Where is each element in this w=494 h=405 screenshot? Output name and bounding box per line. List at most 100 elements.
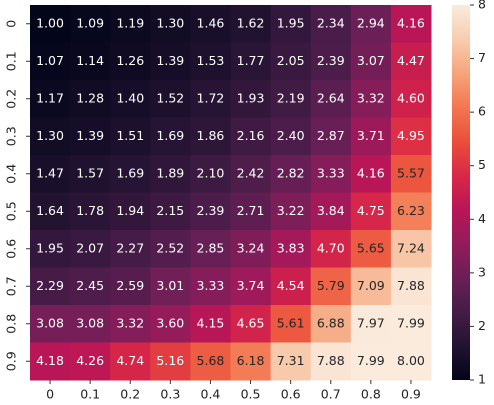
heatmap-cell: [310, 305, 352, 343]
heatmap-cell: [150, 305, 191, 343]
heatmap-cell: [270, 342, 312, 381]
cell-label: 5.65: [357, 240, 385, 255]
cell-label: 2.71: [237, 203, 265, 218]
cell-label: 3.33: [317, 165, 345, 180]
cell-label: 2.94: [357, 15, 385, 30]
heatmap-cell: [390, 42, 432, 81]
heatmap-cell: [150, 192, 191, 231]
heatmap-cell: [230, 342, 272, 381]
cell-label: 1.00: [36, 15, 64, 30]
heatmap-cell: [350, 230, 392, 268]
cell-label: 7.99: [397, 315, 425, 330]
heatmap-cell: [230, 42, 272, 81]
cell-label: 1.89: [156, 165, 184, 180]
heatmap-cell: [110, 342, 151, 381]
cell-label: 5.79: [317, 278, 345, 293]
heatmap-cell: [190, 305, 231, 343]
cell-label: 4.15: [197, 315, 225, 330]
y-tick-label: 0: [4, 20, 19, 28]
heatmap-cell: [110, 267, 151, 306]
heatmap-cell: [390, 267, 432, 306]
cell-label: 4.65: [237, 315, 265, 330]
colorbar-tick-label: 4: [478, 211, 486, 226]
heatmap-cell: [70, 305, 111, 343]
colorbar-tick-label: 2: [478, 318, 486, 333]
heatmap-cell: [310, 5, 352, 43]
heatmap-cell: [150, 155, 191, 193]
cell-label: 2.82: [277, 165, 305, 180]
cell-label: 2.40: [277, 128, 305, 143]
heatmap-cell: [110, 230, 151, 268]
heatmap-cell: [310, 42, 352, 81]
heatmap-cell: [110, 42, 151, 81]
heatmap-cell: [190, 117, 231, 156]
x-tick-label: 0.9: [401, 387, 421, 402]
heatmap-cell: [230, 117, 272, 156]
cell-label: 5.57: [397, 165, 425, 180]
heatmap-cell: [30, 117, 71, 156]
cell-label: 2.16: [237, 128, 265, 143]
heatmap-cell: [350, 267, 392, 306]
cell-label: 2.34: [317, 15, 345, 30]
cell-label: 2.10: [197, 165, 225, 180]
cell-label: 1.07: [36, 53, 64, 68]
x-tick-label: 0: [46, 387, 54, 402]
heatmap-cell: [390, 192, 432, 231]
x-tick-label: 0.1: [80, 387, 100, 402]
heatmap-cell: [110, 192, 151, 231]
heatmap-cell: [390, 5, 432, 43]
colorbar-tick-label: 3: [478, 264, 486, 279]
cell-label: 4.47: [397, 53, 425, 68]
cell-label: 3.83: [277, 240, 305, 255]
cell-label: 7.88: [397, 278, 425, 293]
cell-label: 1.47: [36, 165, 64, 180]
x-tick-label: 0.5: [241, 387, 261, 402]
heatmap-cell: [230, 230, 272, 268]
cell-label: 7.88: [317, 353, 345, 368]
cell-label: 3.84: [317, 203, 345, 218]
x-tick-label: 0.6: [281, 387, 301, 402]
x-tick-label: 0.4: [201, 387, 221, 402]
heatmap-cell: [110, 5, 151, 43]
cell-label: 3.07: [357, 53, 385, 68]
cell-label: 7.97: [357, 315, 385, 330]
heatmap-cell: [30, 342, 71, 381]
heatmap-cell: [190, 80, 231, 118]
cell-label: 6.23: [397, 203, 425, 218]
heatmap-cell: [390, 230, 432, 268]
cell-label: 7.24: [397, 240, 425, 255]
heatmap-cell: [70, 5, 111, 43]
heatmap-cell: [150, 117, 191, 156]
heatmap-cell: [310, 155, 352, 193]
cell-label: 1.78: [76, 203, 104, 218]
heatmap-cell: [310, 80, 352, 118]
cell-label: 7.99: [357, 353, 385, 368]
cell-label: 5.16: [156, 353, 184, 368]
cell-label: 3.71: [357, 128, 385, 143]
heatmap-cell: [70, 342, 111, 381]
heatmap-cell: [350, 80, 392, 118]
heatmap-cell: [390, 80, 432, 118]
heatmap-cell: [270, 230, 312, 268]
heatmap-cell: [110, 80, 151, 118]
cell-label: 1.57: [76, 165, 104, 180]
cell-label: 1.69: [116, 165, 144, 180]
cell-label: 2.07: [76, 240, 104, 255]
heatmap-cell: [310, 192, 352, 231]
cell-label: 3.22: [277, 203, 305, 218]
colorbar-tick-label: 5: [478, 157, 486, 172]
cell-label: 2.27: [116, 240, 144, 255]
cell-label: 1.53: [197, 53, 225, 68]
colorbar-tick-label: 1: [478, 372, 486, 387]
cell-label: 5.68: [197, 353, 225, 368]
cell-label: 1.09: [76, 15, 104, 30]
y-tick-label: 0.8: [4, 314, 19, 334]
colorbar-tick-label: 6: [478, 104, 486, 119]
cell-label: 3.33: [197, 278, 225, 293]
cell-label: 3.08: [36, 315, 64, 330]
cell-label: 1.86: [197, 128, 225, 143]
cell-label: 1.95: [36, 240, 64, 255]
cell-label: 8.00: [397, 353, 425, 368]
heatmap-cell: [350, 42, 392, 81]
